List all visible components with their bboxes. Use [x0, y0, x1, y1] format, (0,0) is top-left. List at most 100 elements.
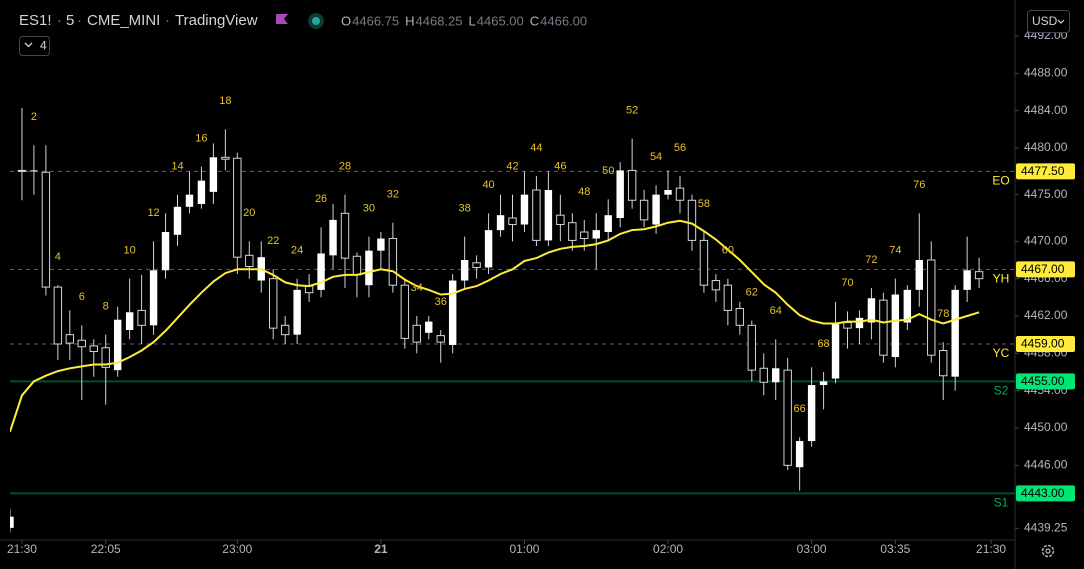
level-price-label: 4455.00 [1021, 374, 1065, 388]
candle-body [627, 169, 637, 201]
candle-body [795, 441, 804, 468]
flag-icon[interactable] [276, 14, 288, 24]
candle-body [17, 169, 27, 172]
candle-body [747, 324, 756, 371]
ema-line [10, 219, 980, 433]
candle-body [556, 214, 565, 226]
candle-body [496, 215, 505, 231]
collapse-button[interactable] [19, 36, 50, 56]
level-price-box [1016, 163, 1075, 180]
candle-body [819, 381, 828, 386]
bar-count-label: 22 [267, 235, 279, 247]
settings-button[interactable] [1041, 544, 1055, 558]
candle-body [125, 312, 134, 330]
bar-count-label: 16 [195, 133, 207, 145]
candle-body [927, 259, 936, 356]
candle-body [699, 239, 709, 286]
bar-count-label: 48 [578, 186, 590, 198]
candle-body [365, 250, 373, 286]
y-tick-label: 4446.00 [1024, 458, 1068, 472]
bar-count-label: 50 [602, 165, 614, 177]
x-tick-label: 03:00 [797, 542, 827, 556]
bar-count-label: 8 [103, 301, 109, 313]
candle-body [209, 157, 218, 192]
candle-body [580, 231, 589, 240]
bar-count-label: 34 [411, 282, 423, 294]
bar-count-label: 60 [722, 245, 734, 257]
candle-body [843, 322, 852, 329]
level-name: S1 [994, 496, 1009, 510]
candle-body [293, 289, 301, 335]
bar-count-label: 52 [626, 105, 638, 117]
candle-body [687, 199, 697, 241]
x-tick-label: 21:30 [7, 542, 37, 556]
x-tick-label: 03:35 [880, 542, 910, 556]
candle-body [879, 299, 888, 356]
candle-body [10, 516, 14, 528]
bar-count-label: 74 [889, 245, 901, 257]
candle-body [352, 255, 362, 276]
candle-body [867, 298, 876, 323]
level-price-box [1016, 336, 1075, 352]
y-tick-label: 4488.00 [1024, 66, 1068, 80]
x-tick-label: 02:00 [653, 542, 683, 556]
candle-body [101, 347, 110, 368]
candle-body [221, 156, 230, 160]
y-tick-label: 4470.00 [1024, 234, 1068, 248]
candle-body [723, 284, 733, 311]
bar-count-label: 66 [794, 403, 806, 415]
bar-count-label: 10 [124, 245, 136, 257]
candle-body [520, 194, 529, 225]
bar-count-label: 46 [554, 161, 566, 173]
bar-count-label: 26 [315, 193, 327, 205]
candle-body [340, 212, 350, 259]
dropdown-icon [1057, 19, 1065, 24]
symbol[interactable]: ES1! [19, 12, 52, 29]
candle-body [544, 190, 553, 241]
bar-count-label: 36 [435, 296, 447, 308]
axes: 4492.004488.004484.004480.004475.004470.… [7, 28, 1075, 556]
candle-body [30, 170, 38, 172]
candle-body [41, 171, 51, 288]
candle-body [388, 238, 398, 286]
candle-body [53, 286, 63, 345]
candle-body [448, 280, 457, 345]
candle-body [855, 317, 864, 329]
candle-body [233, 157, 242, 258]
bar-count-label: 28 [339, 161, 351, 173]
candle-body [304, 285, 314, 294]
bar-count-label: 62 [746, 287, 758, 299]
bar-count-label: 70 [841, 277, 853, 289]
bar-count-label: 68 [817, 338, 829, 350]
candle-body [772, 368, 780, 383]
candle-body [137, 309, 146, 326]
ohlc-label: H [405, 13, 414, 28]
bar-count-label: 32 [387, 189, 399, 201]
candle-body [161, 232, 170, 271]
ohlc-value: 4466.00 [540, 13, 587, 28]
candle-body [149, 270, 158, 326]
candle-body [963, 270, 971, 290]
candle-body [412, 324, 421, 343]
currency-button[interactable] [1027, 10, 1070, 33]
source: TradingView [175, 12, 258, 29]
bar-count-label: 20 [243, 207, 255, 219]
y-tick-label: 4450.00 [1024, 420, 1068, 434]
bar-count-label: 76 [913, 179, 925, 191]
bar-count-label: 72 [865, 254, 877, 266]
ohlc-label: L [469, 13, 476, 28]
bar-count-label: 6 [79, 291, 85, 303]
bar-count-label: 42 [506, 161, 518, 173]
bar-count-label: 58 [698, 198, 710, 210]
candle-body [652, 194, 660, 225]
level-name: YH [993, 272, 1010, 286]
level-price-label: 4477.50 [1021, 164, 1065, 178]
interval[interactable]: 5 [66, 12, 74, 29]
candle-body [89, 345, 98, 352]
candle-body [508, 217, 517, 226]
candle-body [400, 284, 410, 339]
x-tick-label: 01:00 [509, 542, 539, 556]
candle-body [675, 187, 685, 201]
candle-body [269, 278, 278, 329]
